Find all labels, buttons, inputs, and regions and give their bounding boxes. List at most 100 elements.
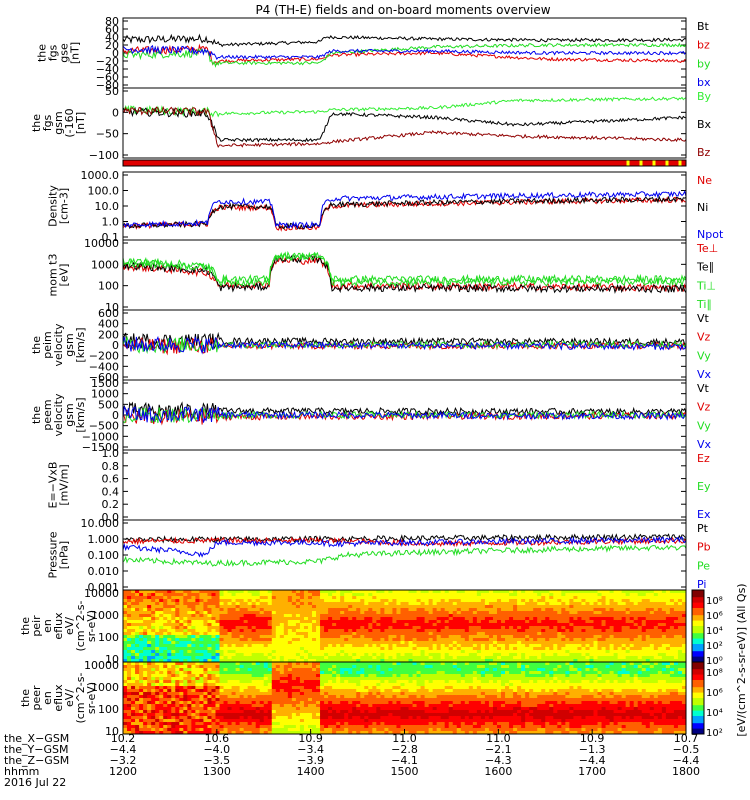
spectrogram-cell — [127, 635, 132, 639]
spectrogram-cell — [496, 599, 502, 603]
spectrogram-cell — [360, 605, 365, 609]
spectrogram-cell — [207, 644, 212, 648]
spectrogram-cell — [259, 590, 265, 594]
spectrogram-cell — [143, 710, 148, 714]
spectrogram-cell — [677, 647, 683, 651]
spectrogram-cell — [517, 656, 522, 660]
spectrogram-cell — [597, 650, 603, 654]
spectrogram-cell — [163, 608, 168, 612]
spectrogram-cell — [529, 596, 534, 600]
spectrogram-cell — [509, 599, 514, 603]
spectrogram-cell — [384, 644, 389, 648]
spectrogram-cell — [661, 638, 667, 642]
spectrogram-cell — [167, 680, 172, 684]
spectrogram-cell — [509, 638, 514, 642]
spectrogram-cell — [243, 689, 249, 693]
spectrogram-cell — [239, 608, 245, 612]
spectrogram-cell — [171, 605, 176, 609]
spectrogram-cell — [488, 635, 494, 639]
spectrogram-cell — [167, 653, 172, 657]
spectrogram-cell — [227, 632, 233, 636]
spectrogram-cell — [541, 590, 546, 594]
spectrogram-cell — [195, 602, 200, 606]
spectrogram-cell — [312, 722, 317, 726]
spectrogram-cell — [492, 620, 498, 624]
spectrogram-cell — [191, 728, 196, 732]
spectrogram-cell — [263, 719, 269, 723]
spectrogram-cell — [155, 704, 160, 708]
spectrogram-cell — [147, 731, 152, 735]
panel-frame — [122, 519, 687, 591]
spectrogram-cell — [263, 701, 269, 705]
spectrogram-cell — [287, 647, 293, 651]
spectrogram-cell — [380, 608, 385, 612]
spectrogram-cell — [533, 650, 538, 654]
spectrogram-cell — [336, 680, 341, 684]
spectrogram-cell — [661, 611, 667, 615]
legend-label: Te∥ — [696, 261, 714, 274]
spectrogram-cell — [589, 644, 595, 648]
y-axis-label: the — [19, 689, 32, 707]
spectrogram-cell — [179, 647, 184, 651]
spectrogram-cell — [364, 590, 369, 594]
spectrogram-cell — [303, 617, 309, 621]
spectrogram-cell — [456, 608, 462, 612]
spectrogram-cell — [259, 680, 265, 684]
spectrogram-cell — [444, 617, 450, 621]
spectrogram-cell — [291, 668, 297, 672]
spectrogram-cell — [259, 629, 265, 633]
spectrogram-cell — [513, 611, 518, 615]
spectrogram-cell — [271, 722, 277, 726]
spectrogram-cell — [384, 617, 389, 621]
series-line-bz — [122, 43, 687, 66]
spectrogram-cell — [163, 692, 168, 696]
spectrogram-cell — [163, 635, 168, 639]
spectrogram-cell — [621, 659, 627, 663]
spectrogram-cell — [195, 647, 200, 651]
spectrogram-cell — [517, 605, 522, 609]
spectrogram-cell — [163, 614, 168, 618]
spectrogram-cell — [388, 650, 393, 654]
spectrogram-cell — [537, 620, 542, 624]
spectrogram-cell — [143, 656, 148, 660]
spectrogram-cell — [139, 689, 144, 693]
spectrogram-cell — [215, 644, 221, 648]
spectrogram-cell — [299, 728, 305, 732]
spectrogram-cell — [283, 692, 289, 696]
spectrogram-cell — [195, 656, 200, 660]
spectrogram-cell — [380, 653, 385, 657]
spectrogram-cell — [259, 614, 265, 618]
spectrogram-cell — [468, 632, 474, 636]
spectrogram-cell — [601, 626, 607, 630]
spectrogram-cell — [183, 626, 188, 630]
spectrogram-cell — [577, 656, 582, 660]
spectrogram-cell — [219, 605, 225, 609]
spectrogram-cell — [557, 632, 562, 636]
spectrogram-cell — [593, 599, 599, 603]
spectrogram-cell — [195, 593, 200, 597]
spectrogram-cell — [211, 671, 216, 675]
spectrogram-cell — [525, 614, 530, 618]
spectrogram-cell — [251, 668, 257, 672]
spectrogram-cell — [456, 602, 462, 606]
spectrogram-cell — [320, 692, 325, 696]
spectrogram-cell — [219, 668, 225, 672]
spectrogram-cell — [336, 596, 341, 600]
spectrogram-cell — [227, 599, 233, 603]
spectrogram-cell — [388, 644, 393, 648]
spectrogram-cell — [436, 590, 442, 594]
spectrogram-cell — [597, 629, 603, 633]
spectrogram-cell — [428, 638, 434, 642]
spectrogram-cell — [653, 620, 659, 624]
spectrogram-cell — [291, 617, 297, 621]
spectrogram-cell — [480, 593, 486, 597]
spectrogram-cell — [191, 731, 196, 735]
spectrogram-cell — [163, 698, 168, 702]
spectrogram-cell — [476, 638, 482, 642]
spectrogram-cell — [155, 623, 160, 627]
spectrogram-cell — [243, 608, 249, 612]
spectrogram-cell — [255, 629, 261, 633]
spectrogram-cell — [255, 719, 261, 723]
spectrogram-cell — [521, 629, 526, 633]
spectrogram-cell — [179, 713, 184, 717]
